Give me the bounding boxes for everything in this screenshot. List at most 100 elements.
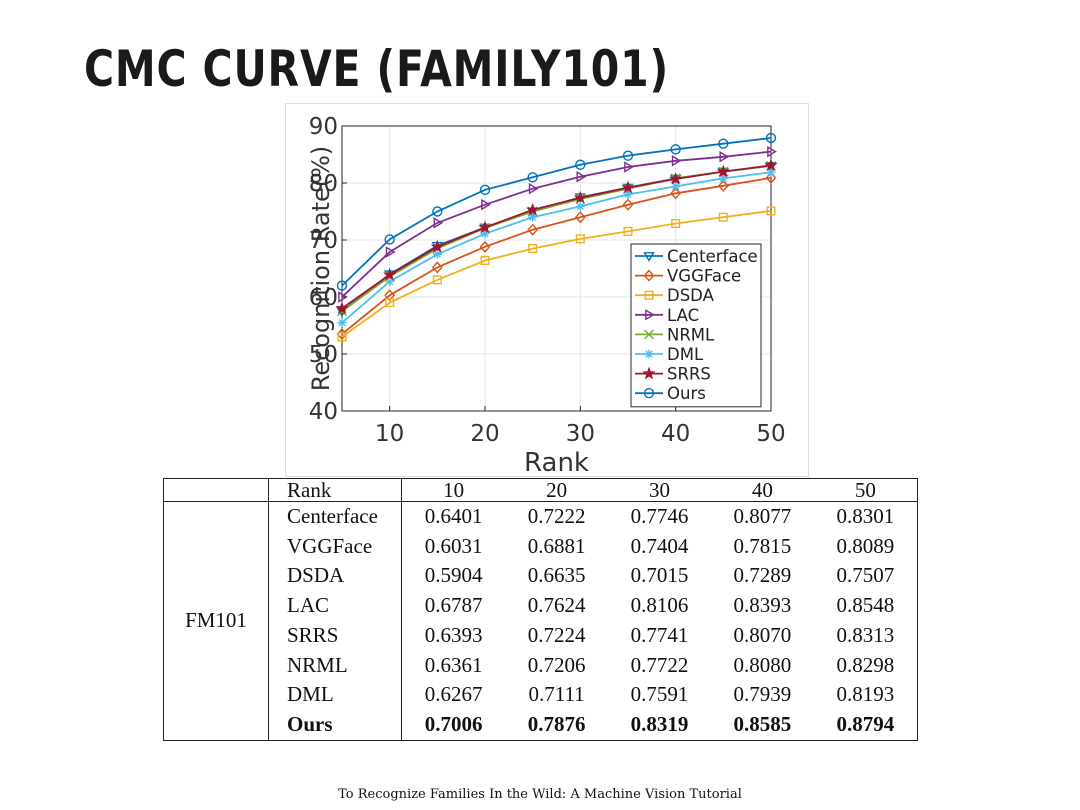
- value-cell: 0.8548: [813, 591, 918, 621]
- value-cell: 0.7507: [813, 561, 918, 592]
- series-line: [341, 210, 772, 338]
- data-point: [645, 309, 655, 321]
- y-tick-label: 70: [309, 228, 338, 254]
- data-point: [432, 206, 443, 217]
- axes-layer: 10 20 30 40 50 40 50 60 70 80 90 Rank Recognition Ra…: [307, 114, 786, 476]
- header-rank-10: 10: [401, 478, 506, 502]
- data-point: [384, 289, 396, 302]
- table-body: FM101 Centerface 0.6401 0.7222 0.7746 0.8077 0…: [163, 501, 918, 741]
- value-cell: 0.7206: [527, 652, 586, 677]
- value-cell: 0.7815: [733, 533, 792, 558]
- results-table: Rank 10 20 30 40 50 FM101 Centerface 0.6401 0.72…: [163, 478, 918, 741]
- legend-entry: DSDA: [635, 286, 715, 305]
- value-cell: 0.7015: [630, 563, 689, 588]
- y-tick-label: 60: [309, 285, 338, 311]
- data-point: [643, 269, 655, 282]
- value-cell: 0.7404: [630, 533, 689, 558]
- data-point: [717, 179, 729, 192]
- y-tick-label: 40: [309, 399, 338, 425]
- value-cell: 0.8193: [813, 680, 918, 710]
- data-point: [573, 190, 587, 204]
- data-point: [767, 145, 777, 158]
- data-point: [335, 301, 349, 315]
- legend-entry: LAC: [635, 306, 699, 325]
- method-cell: VGGFace: [268, 531, 402, 562]
- x-tick-label: 20: [470, 421, 499, 447]
- value-cell: 0.8089: [813, 531, 918, 562]
- series-srrs: [335, 158, 778, 315]
- value-cell: 0.8077: [733, 504, 792, 528]
- plot-frame: [341, 125, 772, 412]
- data-point: [670, 144, 681, 155]
- series-dsda: [337, 206, 776, 342]
- data-point: [764, 158, 778, 171]
- value-cell: 0.6881: [527, 533, 586, 558]
- series-line: [341, 164, 772, 310]
- data-point: [718, 138, 729, 149]
- x-tick-label: 40: [661, 421, 690, 447]
- table-row: FM101 Centerface 0.6401 0.7222 0.7746 0.8077 0…: [163, 501, 918, 741]
- data-point: [671, 181, 681, 191]
- data-point: [481, 198, 491, 211]
- data-point: [643, 252, 655, 262]
- data-point: [479, 184, 491, 196]
- table-header-row: Rank 10 20 30 40 50: [163, 478, 918, 502]
- value-cell: 0.8070: [733, 622, 792, 647]
- value-cell: 0.8313: [813, 620, 918, 651]
- value-cell: 0.7111: [528, 682, 585, 707]
- legend-box: [630, 243, 762, 408]
- table-row: VGGFace 0.6031 0.6881 0.7404 0.7815 0.8089: [164, 531, 918, 562]
- data-point: [338, 291, 348, 303]
- legend-label: DML: [667, 345, 704, 364]
- y-axis-label: Recognition Rate(%): [307, 146, 335, 392]
- value-cell: 0.7876: [505, 709, 609, 741]
- series-ours: [336, 132, 777, 291]
- legend-label: VGGFace: [667, 267, 741, 286]
- data-point: [718, 212, 728, 222]
- data-point: [433, 217, 444, 229]
- data-point: [527, 223, 539, 236]
- value-cell: 0.8393: [733, 593, 792, 618]
- data-point: [642, 366, 656, 380]
- data-point: [670, 187, 682, 200]
- data-point: [574, 211, 586, 224]
- legend-entry: Ours: [635, 384, 706, 403]
- value-cell: 0.8794: [813, 709, 918, 741]
- data-point: [384, 234, 395, 245]
- value-cell: 0.7591: [630, 682, 689, 707]
- value-cell: 0.8301: [813, 501, 918, 532]
- legend-entry: VGGFace: [635, 267, 741, 286]
- value-cell: 0.7006: [401, 709, 506, 741]
- data-point: [643, 388, 655, 399]
- data-point: [669, 172, 683, 185]
- value-cell: 0.6401: [424, 504, 483, 528]
- value-cell: 0.8298: [813, 650, 918, 681]
- data-point: [575, 234, 585, 244]
- value-cell: 0.7222: [527, 504, 586, 528]
- header-rank-40: 40: [710, 478, 814, 502]
- data-point: [480, 229, 490, 239]
- data-point: [336, 280, 348, 291]
- value-cell: 0.7289: [733, 563, 792, 588]
- data-point: [622, 198, 634, 211]
- data-point: [576, 171, 587, 183]
- series-line: [341, 171, 772, 324]
- data-point: [528, 182, 539, 195]
- data-point: [385, 246, 396, 258]
- method-cell: NRML: [268, 650, 402, 681]
- method-cell: DML: [268, 680, 402, 710]
- method-cell: DSDA: [268, 561, 402, 592]
- data-point: [432, 249, 442, 259]
- data-point: [765, 171, 777, 184]
- legend-entry: NRML: [635, 325, 715, 344]
- dataset-cell: FM101: [163, 501, 269, 741]
- data-point: [671, 218, 681, 228]
- header-empty: [163, 478, 269, 502]
- value-cell: 0.6361: [424, 652, 483, 677]
- data-point: [432, 275, 442, 285]
- data-point: [383, 267, 397, 281]
- method-cell: SRRS: [268, 620, 402, 651]
- data-point: [430, 239, 444, 253]
- method-cell: LAC: [268, 591, 402, 621]
